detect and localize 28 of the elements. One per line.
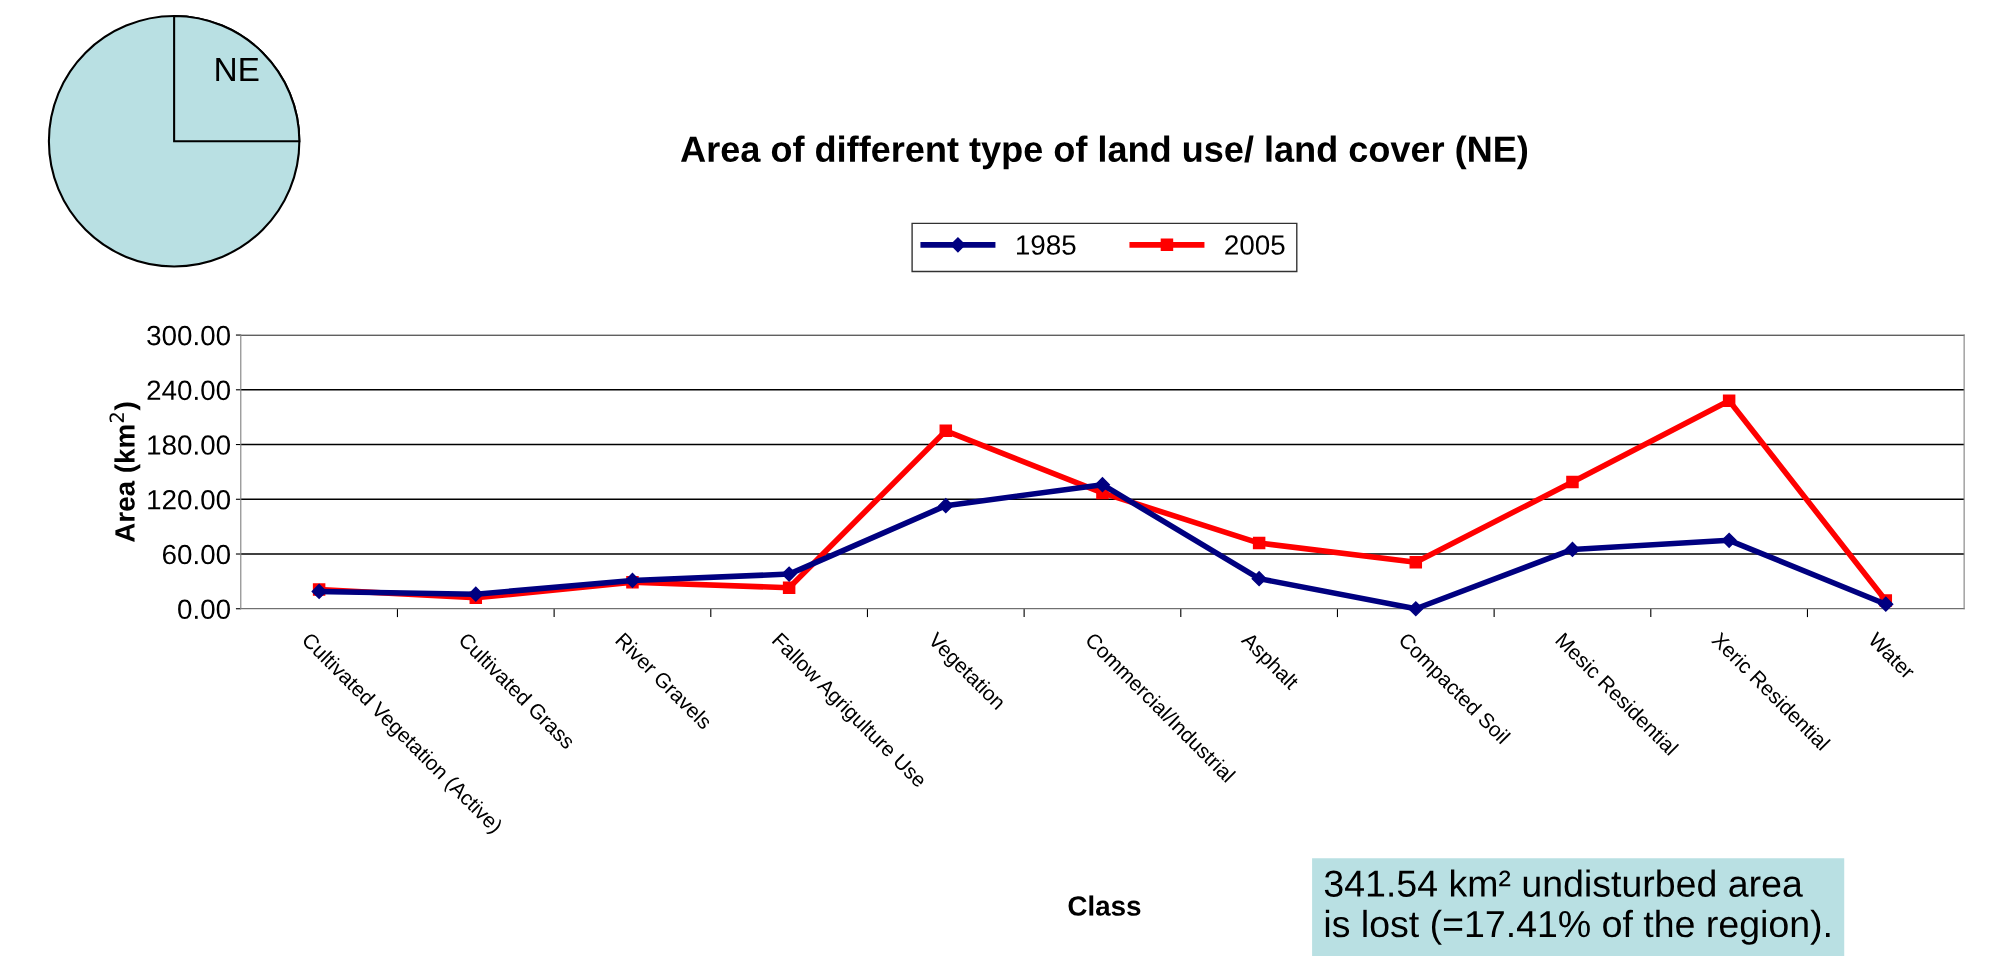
point	[781, 566, 797, 582]
text: 341.54 km² undisturbed area is lost (=17.41% of the region).	[1324, 869, 1830, 945]
y-tick-label: 0.00	[178, 599, 230, 620]
y-tick-label: 240.00	[147, 380, 230, 401]
point	[1722, 394, 1736, 407]
text: NE	[216, 58, 259, 81]
y-tick-label: 60.00	[162, 544, 230, 565]
point	[468, 586, 484, 602]
point	[939, 424, 953, 438]
point	[938, 498, 954, 514]
chart-title: Area of different type of land use/ land cover (NE)	[681, 135, 1528, 170]
point	[1564, 541, 1581, 558]
x-axis-title: Class	[1068, 895, 1141, 916]
point	[1251, 571, 1267, 587]
point	[1721, 532, 1737, 548]
y-tick-label: 180.00	[148, 435, 230, 455]
point	[1566, 475, 1579, 489]
legend-label: 1985	[1017, 235, 1076, 255]
y-axis-title: Area (km$^{2}$)	[109, 402, 141, 543]
point	[782, 581, 796, 595]
y-tick-label: 120.00	[148, 489, 230, 510]
legend-label: 2005	[1225, 235, 1285, 255]
point	[1094, 477, 1111, 493]
point	[1878, 596, 1894, 612]
point	[1409, 555, 1423, 569]
point	[1408, 601, 1424, 617]
y-tick-label: 300.00	[147, 325, 230, 346]
point	[1252, 536, 1266, 550]
